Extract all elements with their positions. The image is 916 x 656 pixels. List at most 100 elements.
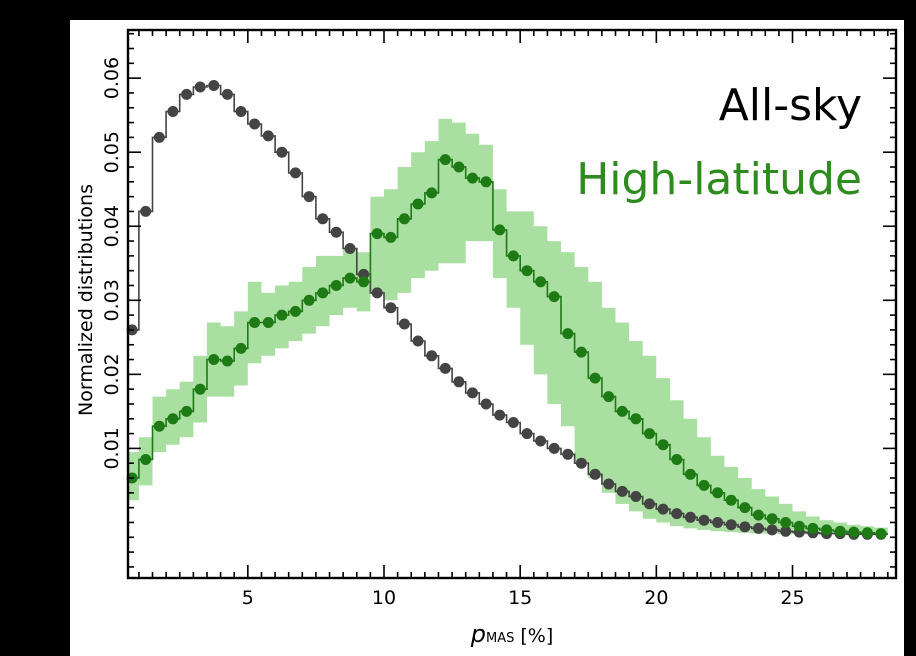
all-sky-point [317,213,329,225]
high-latitude-point [848,526,860,538]
x-tick-label: 15 [508,587,532,609]
all-sky-point [548,442,560,454]
high-latitude-point [480,176,492,188]
high-latitude-series [126,154,888,540]
all-sky-point [766,524,778,536]
all-sky-step-line [128,84,888,536]
y-tick-label: 0.02 [101,353,123,395]
all-sky-point [521,428,533,440]
all-sky-point [344,243,356,254]
high-latitude-point [330,280,342,291]
high-latitude-point [181,405,193,417]
high-latitude-point [194,383,206,395]
all-sky-point [780,525,792,537]
x-tick-label: 20 [644,587,668,609]
all-sky-point [439,362,451,374]
all-sky-point [603,478,615,490]
high-latitude-point [807,522,819,534]
all-sky-point [412,335,424,347]
all-sky-point [535,435,547,447]
x-axis-title-main: p [470,620,486,648]
all-sky-point [480,398,492,410]
high-latitude-point [671,454,683,465]
all-sky-series [126,80,888,540]
all-sky-point [276,146,288,158]
x-axis-title-unit: [%] [520,625,553,647]
high-latitude-point [712,487,724,499]
all-sky-point [494,409,506,421]
all-sky-point [262,130,274,142]
high-latitude-point [276,309,288,321]
x-axis-title-sub: MAS [486,631,514,646]
all-sky-point [739,521,751,533]
high-latitude-point [507,250,519,262]
high-latitude-point [562,328,574,340]
all-sky-point [630,491,642,502]
all-sky-point [235,106,247,117]
y-tick-label: 0.05 [101,131,123,173]
high-latitude-point [780,517,792,528]
all-sky-point [330,226,342,238]
high-latitude-point [834,525,846,537]
plot-frame [126,28,898,580]
y-axis-title: Normalized distributions [75,184,97,416]
high-latitude-point [235,342,247,354]
high-latitude-point [821,524,833,536]
high-latitude-point [167,413,179,425]
high-latitude-point [861,527,873,539]
high-latitude-point [494,224,506,236]
all-sky-point [221,88,233,100]
high-latitude-point [262,317,274,328]
axis-ticks: 5 10 15 20 25 0.01 0.02 0.03 0.04 0.05 0.06 [101,30,896,609]
high-latitude-point [385,231,397,243]
all-sky-point [194,81,206,93]
high-latitude-point [153,420,165,432]
y-tick-label: 0.03 [101,279,123,321]
all-sky-point [140,205,152,217]
high-latitude-point [303,294,315,306]
high-latitude-point [630,413,642,425]
uncertainty-band-area [128,118,888,535]
high-latitude-point [140,454,152,465]
high-latitude-point [398,213,410,225]
high-latitude-point [548,291,560,303]
high-latitude-point [793,520,805,532]
high-latitude-point [439,154,451,166]
high-latitude-point [589,372,601,384]
high-latitude-point [358,276,370,288]
high-latitude-point [208,354,220,365]
all-sky-point [589,468,601,480]
all-sky-point [753,522,764,534]
all-sky-point [562,448,574,460]
high-latitude-point [521,265,533,277]
all-sky-point [167,106,179,117]
high-latitude-point [290,305,301,317]
all-sky-point [290,167,301,179]
all-sky-point [616,485,628,497]
high-latitude-point [657,439,669,451]
legend-entry-all-sky: All-sky [719,80,862,131]
high-latitude-point [616,405,628,417]
all-sky-point [153,131,165,143]
all-sky-point [671,508,683,520]
all-sky-point [507,417,519,428]
all-sky-point [712,517,724,528]
x-axis-title: pMAS [%] [470,620,554,648]
all-sky-point [453,376,465,388]
all-sky-point [684,511,696,523]
high-latitude-uncertainty-band [128,118,888,535]
all-sky-point [249,118,261,130]
high-latitude-point [371,228,383,240]
all-sky-point [426,350,438,362]
all-sky-point [398,318,410,330]
y-tick-label: 0.04 [101,205,123,247]
x-tick-label: 10 [372,587,396,609]
high-latitude-point [426,187,438,199]
high-latitude-point [698,479,710,491]
high-latitude-point [739,502,751,514]
high-latitude-point [725,494,737,506]
all-sky-point [467,387,478,399]
high-latitude-point [412,198,424,210]
high-latitude-point [753,509,764,521]
x-tick-label: 5 [242,587,254,609]
